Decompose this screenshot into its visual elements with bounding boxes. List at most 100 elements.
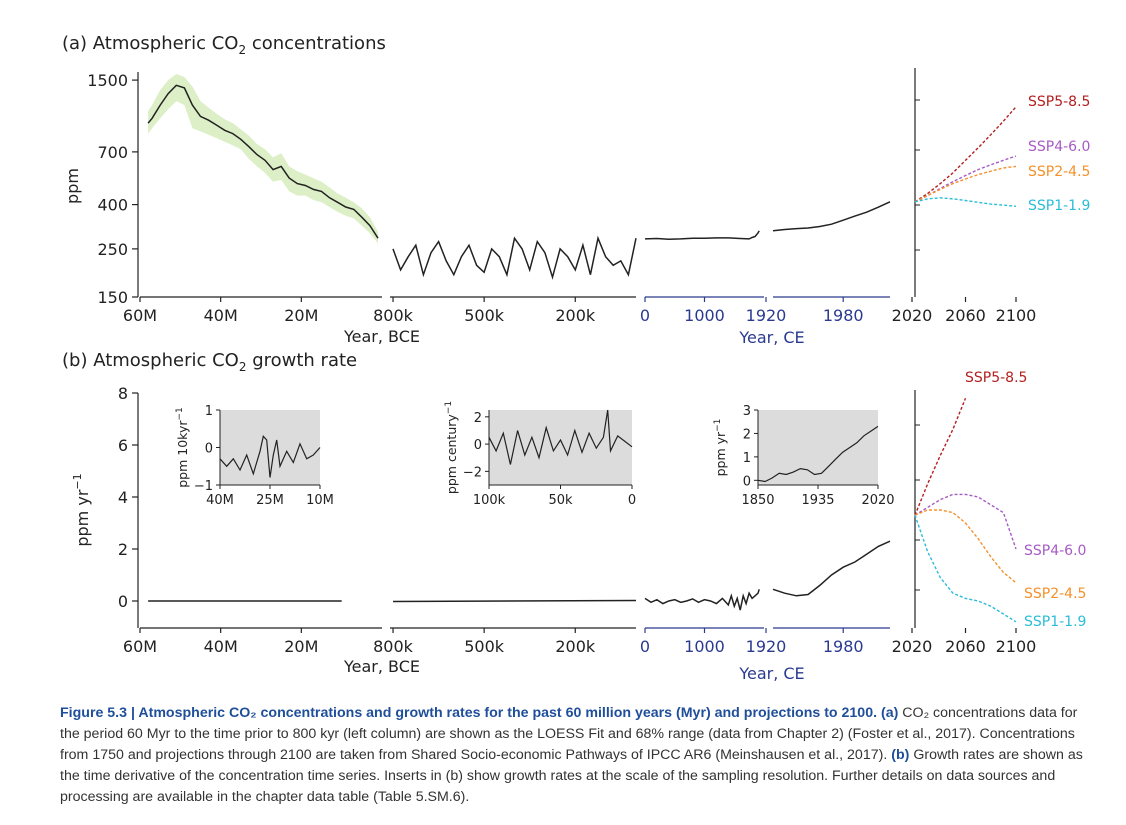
inset-line [757, 425, 879, 483]
panel-a-proj-SSP2-4.5 [914, 165, 1017, 203]
xtick-label-kyr: 500k [464, 637, 505, 656]
xtick-label-kyr: 200k [555, 637, 596, 656]
panel-b-ytick-label: 8 [118, 384, 128, 403]
panel-a-line-seg-0 [147, 84, 379, 239]
panel-b-ytick-label: 2 [118, 540, 128, 559]
inset-xtick-label: 50k [548, 493, 573, 508]
xtick-label-ce_modern: 1920 [746, 306, 787, 325]
panel-a-line-seg-2 [644, 230, 760, 240]
xtick-label-kyr: 200k [555, 306, 596, 325]
xtick-label-ce_modern: 1920 [746, 637, 787, 656]
inset-xtick-label: 2020 [861, 493, 894, 508]
caption-text-a: CO₂ concentrations data for the period 6… [60, 705, 1078, 763]
panel-b-yaxis: 8 6 4 2 0 [118, 384, 139, 628]
caption-text-b: Growth rates are shown as the time deriv… [60, 747, 1083, 805]
xtick-label-myr: 20M [284, 306, 318, 325]
xtick-label-kyr: 800k [373, 637, 414, 656]
xtick-label-kyr: 500k [464, 306, 505, 325]
panel-b-proj-SSP2-4.5 [914, 509, 1017, 584]
panel-b-proj-SSP5-8.5 [914, 397, 967, 516]
xtick-label-proj: 2020 [892, 637, 933, 656]
xtick-label-myr: 40M [204, 306, 238, 325]
panel-a-line-seg-3 [772, 201, 891, 232]
inset-ytick-label: −1 [194, 479, 213, 494]
xtick-label-proj: 2100 [996, 306, 1037, 325]
inset-ytick-label: −2 [463, 465, 482, 480]
panel-b-xlabel-ce: Year, CE [738, 664, 804, 683]
xtick-label-myr: 60M [123, 637, 157, 656]
panel-b-proj-label: SSP5-8.5 [965, 370, 1027, 386]
inset-ce: 3 2 1 0 1850 1935 2020 ppm yr−1 [713, 404, 895, 508]
inset-xtick-label: 1850 [741, 493, 774, 508]
panel-a-proj-label: SSP5-8.5 [1028, 94, 1090, 110]
panel-b-xlabel-bce: Year, BCE [343, 657, 420, 676]
panel-a-ytick-label: 400 [97, 196, 128, 215]
xtick-label-myr: 60M [123, 306, 157, 325]
panel-a-proj-SSP4-6.0 [914, 155, 1017, 203]
xtick-label-proj: 2020 [892, 306, 933, 325]
inset-ylabel: ppm yr−1 [713, 419, 728, 477]
panel-a-title: (a) Atmospheric CO2 concentrations [62, 33, 386, 57]
caption-lead: Figure 5.3 | Atmospheric CO₂ concentrati… [60, 705, 878, 721]
inset-ytick-label: 0 [743, 474, 751, 489]
xtick-label-ce_hist: 1000 [684, 306, 725, 325]
panel-b-proj-SSP4-6.0 [914, 493, 1017, 550]
xtick-label-myr: 20M [284, 637, 318, 656]
xtick-label-ce_hist: 1000 [684, 637, 725, 656]
inset-ytick-label: 0 [205, 442, 213, 457]
inset-ylabel: ppm century−1 [444, 401, 459, 494]
xtick-label-proj: 2060 [945, 637, 986, 656]
inset-bg [758, 410, 878, 485]
panel-b-ylabel: ppm yr−1 [71, 473, 92, 546]
inset-ytick-label: 3 [743, 404, 751, 419]
panel-a-proj-SSP1-1.9 [914, 197, 1017, 207]
inset-kyr: 2 0 −2 100k 50k 0 ppm century−1 [444, 401, 636, 508]
panel-b-line-seg-3 [772, 540, 891, 597]
panel-b-title: (b) Atmospheric CO2 growth rate [62, 350, 357, 374]
caption-tag-a: (a) [881, 705, 899, 721]
panel-b-proj-label: SSP2-4.5 [1024, 586, 1086, 602]
xtick-label-ce_hist: 0 [640, 637, 650, 656]
panel-b-line-seg-1 [392, 599, 637, 603]
panel-b-ytick-label: 0 [118, 592, 128, 611]
xtick-label-kyr: 800k [373, 306, 414, 325]
caption-tag-b: (b) [891, 747, 910, 763]
panel-a-ytick-label: 1500 [87, 71, 128, 90]
panel-a-proj-label: SSP4-6.0 [1028, 139, 1090, 155]
panel-b-proj-SSP1-1.9 [914, 514, 1017, 623]
panel-b-ytick-label: 6 [118, 436, 128, 455]
xtick-label-proj: 2100 [996, 637, 1037, 656]
panel-a-ytick-label: 150 [97, 288, 128, 307]
panel-a-line-seg-1 [392, 235, 637, 280]
inset-line [488, 409, 633, 465]
figure-caption: Figure 5.3 | Atmospheric CO₂ concentrati… [60, 703, 1100, 808]
panel-b-ytick-label: 4 [118, 488, 128, 507]
xtick-label-myr: 40M [204, 637, 238, 656]
inset-line [219, 435, 321, 478]
panel-a-ylabel: ppm [63, 168, 82, 204]
panel-b-proj-label: SSP4-6.0 [1024, 543, 1086, 559]
panel-b-line-seg-2 [644, 589, 760, 611]
inset-ytick-label: 1 [205, 404, 213, 419]
panel-a-ytick-label: 250 [97, 240, 128, 259]
inset-ytick-label: 2 [743, 427, 751, 442]
panel-a-proj-SSP5-8.5 [914, 106, 1017, 203]
inset-xtick-label: 1935 [801, 493, 834, 508]
inset-xtick-label: 25M [256, 493, 284, 508]
panel-a-proj-label: SSP1-1.9 [1028, 198, 1090, 214]
panel-a-xlabel-bce: Year, BCE [343, 327, 420, 346]
inset-ytick-label: 2 [474, 411, 482, 426]
panel-a-xlabel-ce: Year, CE [738, 328, 804, 347]
xtick-label-proj: 2060 [945, 306, 986, 325]
panel-b-proj-label: SSP1-1.9 [1024, 614, 1086, 630]
inset-xtick-label: 40M [206, 493, 234, 508]
xtick-label-ce_modern: 1980 [823, 637, 864, 656]
inset-ylabel: ppm 10kyr−1 [175, 407, 190, 488]
panel-a-proj-label: SSP2-4.5 [1028, 164, 1090, 180]
inset-xtick-label: 10M [306, 493, 334, 508]
xtick-label-ce_modern: 1980 [823, 306, 864, 325]
inset-xtick-label: 100k [473, 493, 506, 508]
co2-figure: (a) Atmospheric CO2 concentrations (b) A… [62, 33, 1090, 683]
xtick-label-ce_hist: 0 [640, 306, 650, 325]
